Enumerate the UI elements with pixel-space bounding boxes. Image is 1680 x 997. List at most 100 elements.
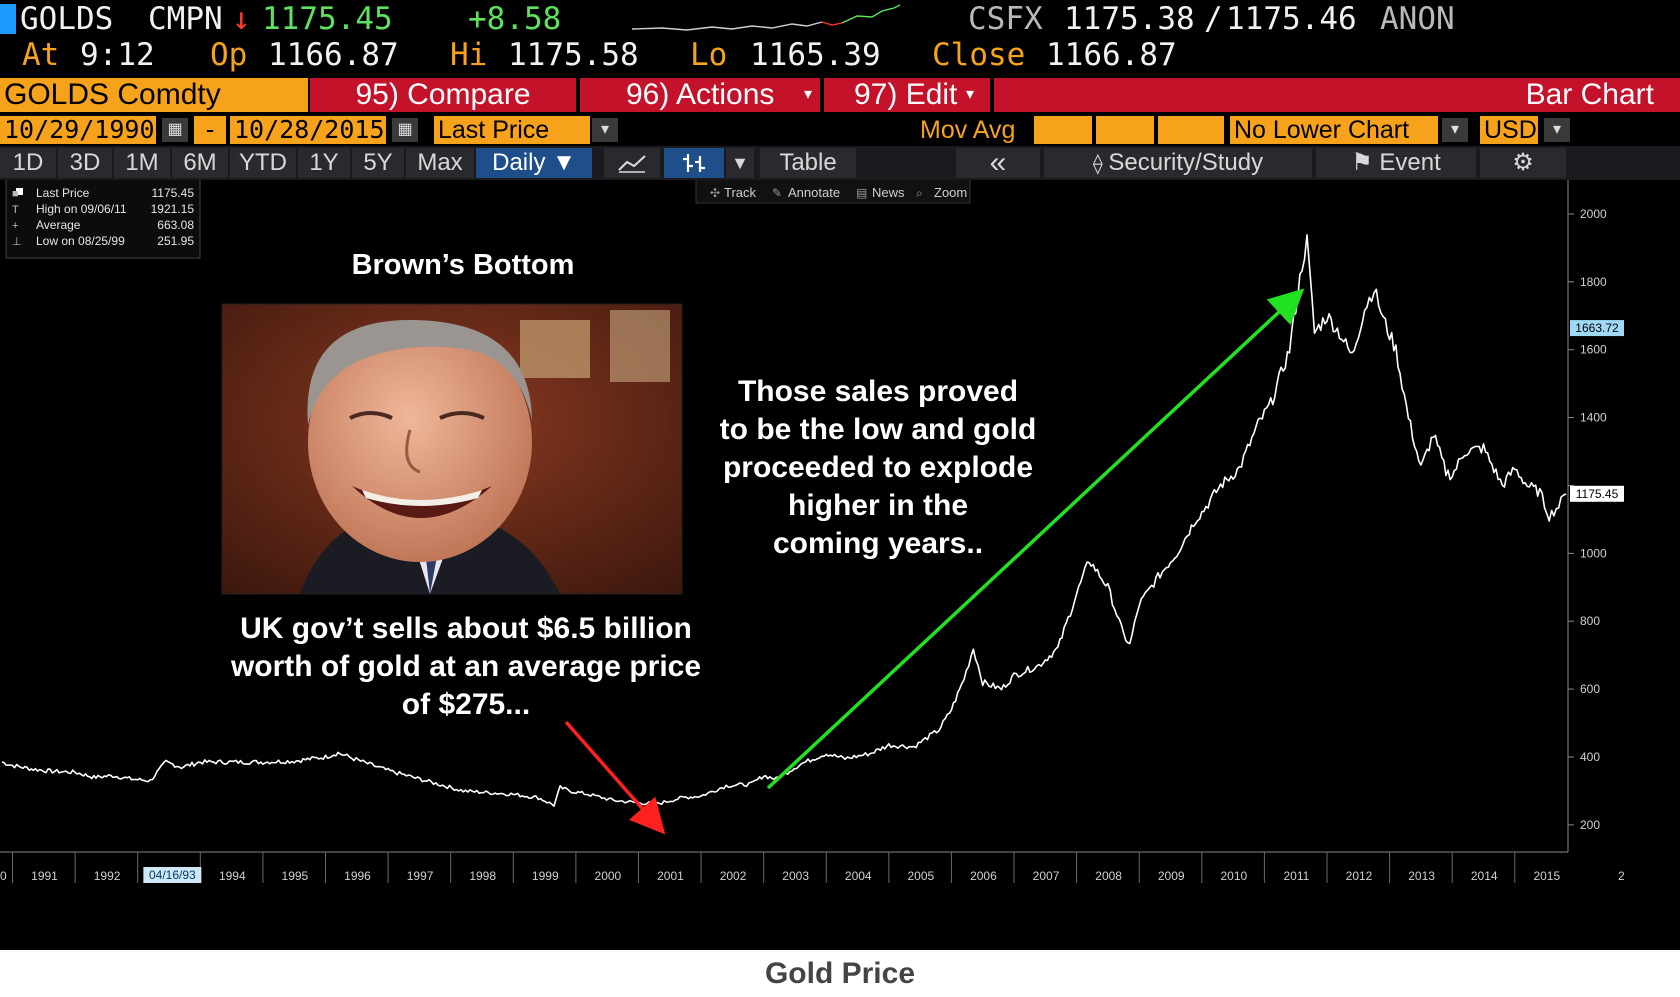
chart-caption: Gold Price <box>0 950 1680 997</box>
low-value: 1165.39 <box>750 37 881 73</box>
x-tick-label: 2008 <box>1095 869 1122 883</box>
high-value: 1175.58 <box>508 37 639 73</box>
annotation-line: UK gov’t sells about $6.5 billion <box>240 612 692 645</box>
news-tool[interactable]: News <box>872 185 905 200</box>
x-axis: 1991 1992 1994 1995 1996 1997 1998 1999 2000 2001… <box>0 852 1625 883</box>
chart-tools: ✣ Track ✎ Annotate ▤ News ⌕ Zoom <box>695 178 971 204</box>
annotation-line: coming years.. <box>773 527 983 560</box>
actions-menu[interactable]: 96) Actions ▾ <box>580 78 820 112</box>
green-arrow <box>766 288 1305 790</box>
y-tick-label: 600 <box>1580 682 1600 696</box>
chevron-down-icon[interactable]: ▾ <box>1442 118 1468 142</box>
tab-period[interactable]: YTD <box>230 148 296 178</box>
edit-dropdown-icon: ▾ <box>966 86 975 103</box>
lower-chart-select[interactable]: No Lower Chart <box>1230 116 1438 144</box>
x-tick-label: 2004 <box>845 869 872 883</box>
compare-button[interactable]: 95) Compare <box>310 78 576 112</box>
chevron-down-icon[interactable]: ▼ <box>726 148 754 178</box>
x-tick-label: 1999 <box>532 869 559 883</box>
open-value: 1166.87 <box>268 37 399 73</box>
legend-glyph-icon: ■ <box>12 188 19 200</box>
y-tick-label: 800 <box>1580 614 1600 628</box>
x-tick-label: 1996 <box>344 869 371 883</box>
edit-menu[interactable]: 97) Edit ▾ <box>824 78 990 112</box>
tab-period[interactable]: Max <box>406 148 474 178</box>
tab-period[interactable]: 5Y <box>352 148 404 178</box>
selection-marker <box>0 4 16 34</box>
calendar-icon[interactable]: ▦ <box>392 118 418 142</box>
y-tick-label: 2000 <box>1580 207 1607 221</box>
bid-ask-separator: / <box>1204 1 1223 37</box>
start-date-field[interactable]: 10/29/1990 <box>0 116 156 144</box>
zoom-tool[interactable]: Zoom <box>934 185 967 200</box>
frequency-select[interactable]: Daily ▼ <box>476 148 592 178</box>
annotation-line: worth of gold at an average price <box>230 650 701 683</box>
event-button[interactable]: ⚑ Event <box>1316 148 1476 178</box>
x-tick-label: 2013 <box>1408 869 1435 883</box>
x-tick-label: 2010 <box>1220 869 1247 883</box>
tab-period[interactable]: 1D <box>0 148 56 178</box>
chevron-down-icon[interactable]: ▾ <box>592 118 618 142</box>
line-chart-icon[interactable] <box>604 148 660 178</box>
menu-bar: GOLDS Comdty 95) Compare 96) Actions ▾ 9… <box>0 76 1680 114</box>
low-label: Lo <box>690 37 728 73</box>
end-date-field[interactable]: 10/28/2015 <box>230 116 386 144</box>
x-tick-label: 2003 <box>782 869 809 883</box>
legend-swatch <box>16 188 23 195</box>
annotation-line: proceeded to explode <box>723 451 1033 484</box>
close-label: Close <box>932 37 1026 73</box>
x-edge-label: 0 <box>0 869 7 883</box>
red-arrow <box>564 720 666 835</box>
x-tick-label: 2002 <box>720 869 747 883</box>
collapse-icon[interactable]: « <box>956 148 1040 178</box>
add-study-icon: ⟠ <box>1092 153 1109 175</box>
track-tool[interactable]: Track <box>724 185 757 200</box>
x-tick-label: 1995 <box>282 869 309 883</box>
last-price: 1175.45 <box>262 1 393 37</box>
table-button[interactable]: Table <box>760 148 856 178</box>
tab-period[interactable]: 6M <box>172 148 228 178</box>
security-study-button[interactable]: ⟠ Security/Study <box>1044 148 1312 178</box>
mov-avg-period-1[interactable] <box>1034 116 1092 144</box>
price-field-select[interactable]: Last Price <box>434 116 590 144</box>
photo-title: Brown’s Bottom <box>352 249 575 281</box>
bar-chart-icon[interactable] <box>664 148 724 178</box>
x-tick-label: 1992 <box>94 869 121 883</box>
currency-select[interactable]: USD <box>1480 116 1538 144</box>
news-icon: ▤ <box>856 186 867 200</box>
legend-glyph-icon: T <box>12 204 19 216</box>
pricing-source: CMPN <box>148 1 223 37</box>
mov-avg-period-2[interactable] <box>1096 116 1154 144</box>
dealer-code: ANON <box>1380 1 1455 37</box>
y-axis: 200 400 600 800 1000 1400 1600 1800 2000 <box>1568 207 1607 832</box>
mov-avg-label: Mov Avg <box>920 116 1016 144</box>
explosion-annotation: Those sales proved to be the low and gol… <box>720 375 1037 560</box>
chevron-down-icon[interactable]: ▾ <box>1544 118 1570 142</box>
open-label: Op <box>210 37 248 73</box>
security-field[interactable]: GOLDS Comdty <box>0 78 308 112</box>
legend-label: Last Price <box>36 186 90 200</box>
annotation-line: higher in the <box>788 489 968 522</box>
y-tick-label: 1000 <box>1580 546 1607 560</box>
annotate-tool[interactable]: Annotate <box>788 185 840 200</box>
tab-period[interactable]: 1M <box>114 148 170 178</box>
tab-period[interactable]: 3D <box>58 148 112 178</box>
ticker[interactable]: GOLDS <box>20 1 114 37</box>
event-label: Event <box>1379 149 1441 176</box>
mov-avg-period-3[interactable] <box>1158 116 1224 144</box>
y-tick-label: 1600 <box>1580 343 1607 357</box>
net-change: +8.58 <box>468 1 562 37</box>
x-tick-label: 2012 <box>1346 869 1373 883</box>
y-tick-label: 200 <box>1580 818 1600 832</box>
toolbar-tabs: 1D 3D 1M 6M YTD 1Y 5Y Max Daily ▼ ▼ Tabl… <box>0 146 1680 180</box>
flag-icon: ⚑ <box>1351 149 1380 176</box>
calendar-icon[interactable]: ▦ <box>162 118 188 142</box>
annotation-line: to be the low and gold <box>720 413 1037 446</box>
cursor-date-label: 04/16/93 <box>149 868 196 882</box>
security-study-label: Security/Study <box>1108 149 1264 176</box>
gear-icon[interactable]: ⚙ <box>1480 148 1566 178</box>
tab-period[interactable]: 1Y <box>298 148 350 178</box>
x-tick-label: 2000 <box>595 869 622 883</box>
price-badge <box>1570 320 1624 337</box>
